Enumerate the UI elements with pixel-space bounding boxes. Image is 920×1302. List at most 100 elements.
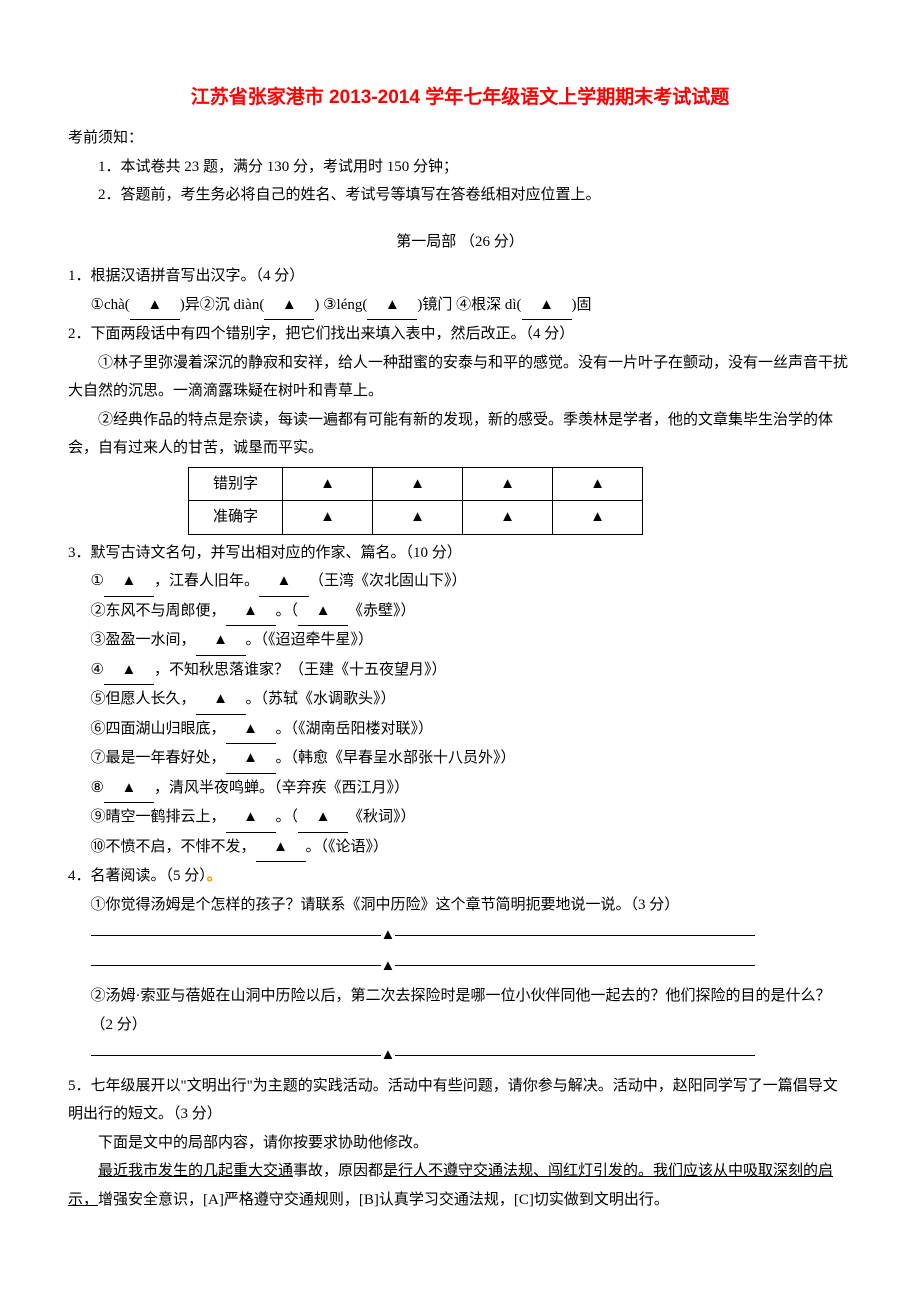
question-2-para-2: ②经典作品的特点是奈读，每读一遍都有可能有新的发现，新的感受。季羡林是学者，他的… xyxy=(68,406,852,463)
q3-item-6: ⑥四面湖山归眼底， ▲ 。（《湖南岳阳楼对联》） xyxy=(68,715,852,745)
q3-1-mid: ，江春人旧年。 xyxy=(154,573,259,589)
q3-2-src: 《赤壁》） xyxy=(348,603,416,619)
q3-item-5: ⑤但愿人长久， ▲ 。（苏轼《水调歌头》） xyxy=(68,685,852,715)
triangle-mark: ▲ xyxy=(320,476,335,492)
table-cell[interactable]: ▲ xyxy=(283,501,373,535)
q3-5-src: 。（苏轼《水调歌头》） xyxy=(246,691,396,707)
question-3: 3．默写古诗文名句，并写出相对应的作家、篇名。（10 分） xyxy=(68,539,852,568)
blank-fill[interactable]: ▲ xyxy=(104,656,154,686)
q3-7-src: 。（韩愈《早春呈水部张十八员外》） xyxy=(276,750,516,766)
blank-fill[interactable]: ▲ xyxy=(298,597,348,627)
triangle-mark: ▲ xyxy=(385,297,400,313)
question-2: 2．下面两段话中有四个错别字，把它们找出来填入表中，然后改正。（4 分） xyxy=(68,320,852,349)
blank-fill[interactable]: ▲ xyxy=(196,685,246,715)
q5-plain-1: 事故，原因都 xyxy=(293,1163,383,1179)
table-cell[interactable]: ▲ xyxy=(553,467,643,501)
triangle-mark: ▲ xyxy=(243,721,258,737)
q3-10-src: 。（《论语》） xyxy=(306,839,389,855)
q5-para-2: 最近我市发生的几起重大交通事故，原因都是行人不遵守交通法规、闯红灯引发的。我们应… xyxy=(68,1157,852,1214)
q3-6-src: 。（《湖南岳阳楼对联》） xyxy=(276,721,434,737)
q3-4-prefix: ④ xyxy=(91,662,104,678)
triangle-mark: ▲ xyxy=(122,662,137,678)
q3-3-prefix: ③盈盈一水间， xyxy=(91,632,196,648)
answer-line[interactable]: ▲ xyxy=(68,921,852,950)
q3-item-7: ⑦最是一年春好处，▲。（韩愈《早春呈水部张十八员外》） xyxy=(68,744,852,774)
q4-sub-1: ①你觉得汤姆是个怎样的孩子？请联系《洞中历险》这个章节简明扼要地说一说。（3 分… xyxy=(68,891,852,920)
blank-fill[interactable]: ▲ xyxy=(264,291,314,321)
q3-item-1: ①▲，江春人旧年。▲（王湾《次北固山下》） xyxy=(68,567,852,597)
blank-fill[interactable]: ▲ xyxy=(226,597,276,627)
q3-item-9: ⑨晴空一鹤排云上，▲。（▲《秋词》） xyxy=(68,803,852,833)
table-cell[interactable]: ▲ xyxy=(553,501,643,535)
q3-item-10: ⑩不愤不启，不悱不发， ▲ 。（《论语》） xyxy=(68,833,852,863)
preface-item-1: 1．本试卷共 23 题，满分 130 分，考试用时 150 分钟； xyxy=(68,153,852,182)
q4-text: 4．名著阅读。（5 分） xyxy=(68,868,207,884)
blank-fill[interactable]: ▲ xyxy=(226,744,276,774)
q1-part-4: )镜门 ④根深 dì( xyxy=(417,297,521,313)
triangle-mark: ▲ xyxy=(273,839,288,855)
q4-sub-2: ②汤姆·索亚与蓓姬在山洞中历险以后，第二次去探险时是哪一位小伙伴同他一起去的？他… xyxy=(68,982,852,1039)
question-1: 1．根据汉语拼音写出汉字。（4 分） xyxy=(68,262,852,291)
triangle-mark: ▲ xyxy=(213,691,228,707)
triangle-mark: ▲ xyxy=(381,1041,396,1070)
triangle-mark: ▲ xyxy=(316,603,331,619)
q3-1-prefix: ① xyxy=(91,573,104,589)
q3-9-src: 《秋词》） xyxy=(348,809,416,825)
blank-fill[interactable]: ▲ xyxy=(196,626,246,656)
triangle-mark: ▲ xyxy=(243,603,258,619)
q5-plain-2: 增强安全意识，[A]严格遵守交通规则，[B]认真学习交通法规，[C]切实做到文明… xyxy=(98,1192,669,1208)
q1-part-3: ) ③léng( xyxy=(314,297,367,313)
preface-item-2: 2．答题前，考生务必将自己的姓名、考试号等填写在答卷纸相对应位置上。 xyxy=(68,181,852,210)
question-1-options: ①chà(▲)异②沉 diàn(▲) ③léng(▲)镜门 ④根深 dì(▲)固 xyxy=(68,291,852,321)
triangle-mark: ▲ xyxy=(122,780,137,796)
triangle-mark: ▲ xyxy=(381,921,396,950)
blank-fill[interactable]: ▲ xyxy=(522,291,572,321)
blank-fill[interactable]: ▲ xyxy=(104,567,154,597)
blank-fill[interactable]: ▲ xyxy=(259,567,309,597)
triangle-mark: ▲ xyxy=(410,509,425,525)
q3-10-prefix: ⑩不愤不启，不悱不发， xyxy=(91,839,256,855)
blank-fill[interactable]: ▲ xyxy=(367,291,417,321)
answer-line[interactable]: ▲ xyxy=(68,1041,852,1070)
q3-2-mid: 。（ xyxy=(276,603,299,619)
q3-5-prefix: ⑤但愿人长久， xyxy=(91,691,196,707)
blank-fill[interactable]: ▲ xyxy=(130,291,180,321)
q3-item-8: ⑧▲，清风半夜鸣蝉。（辛弃疾《西江月》） xyxy=(68,774,852,804)
row-label: 错别字 xyxy=(189,467,283,501)
triangle-mark: ▲ xyxy=(282,297,297,313)
q1-part-2: )异②沉 diàn( xyxy=(180,297,265,313)
blank-fill[interactable]: ▲ xyxy=(256,833,306,863)
triangle-mark: ▲ xyxy=(539,297,554,313)
table-cell[interactable]: ▲ xyxy=(463,501,553,535)
q3-9-mid: 。（ xyxy=(276,809,299,825)
triangle-mark: ▲ xyxy=(500,476,515,492)
q1-part-1: ①chà( xyxy=(91,297,130,313)
q5-para-1: 下面是文中的局部内容，请你按要求协助他修改。 xyxy=(68,1129,852,1158)
q3-item-2: ②东风不与周郎便， ▲ 。（ ▲ 《赤壁》） xyxy=(68,597,852,627)
q3-6-prefix: ⑥四面湖山归眼底， xyxy=(91,721,226,737)
blank-fill[interactable]: ▲ xyxy=(104,774,154,804)
triangle-mark: ▲ xyxy=(213,632,228,648)
answer-line[interactable]: ▲ xyxy=(68,952,852,981)
blank-fill[interactable]: ▲ xyxy=(226,715,276,745)
blank-fill[interactable]: ▲ xyxy=(298,803,348,833)
q3-4-src: ，不知秋思落谁家？（王建《十五夜望月》） xyxy=(154,662,447,678)
triangle-mark: ▲ xyxy=(316,809,331,825)
triangle-mark: ▲ xyxy=(320,509,335,525)
question-4: 4．名著阅读。（5 分）。 xyxy=(68,862,852,891)
table-cell[interactable]: ▲ xyxy=(373,467,463,501)
table-row: 错别字 ▲ ▲ ▲ ▲ xyxy=(189,467,643,501)
question-5: 5．七年级展开以"文明出行"为主题的实践活动。活动中有些问题，请你参与解决。活动… xyxy=(68,1072,852,1129)
error-char-table: 错别字 ▲ ▲ ▲ ▲ 准确字 ▲ ▲ ▲ ▲ xyxy=(188,467,643,535)
blank-fill[interactable]: ▲ xyxy=(226,803,276,833)
q3-item-3: ③盈盈一水间，▲。（《迢迢牵牛星》） xyxy=(68,626,852,656)
q3-8-prefix: ⑧ xyxy=(91,780,104,796)
table-cell[interactable]: ▲ xyxy=(283,467,373,501)
triangle-mark: ▲ xyxy=(122,573,137,589)
table-cell[interactable]: ▲ xyxy=(463,467,553,501)
q3-2-prefix: ②东风不与周郎便， xyxy=(91,603,226,619)
table-cell[interactable]: ▲ xyxy=(373,501,463,535)
q3-9-prefix: ⑨晴空一鹤排云上， xyxy=(91,809,226,825)
row-label: 准确字 xyxy=(189,501,283,535)
q3-1-src: （王湾《次北固山下》） xyxy=(309,573,467,589)
